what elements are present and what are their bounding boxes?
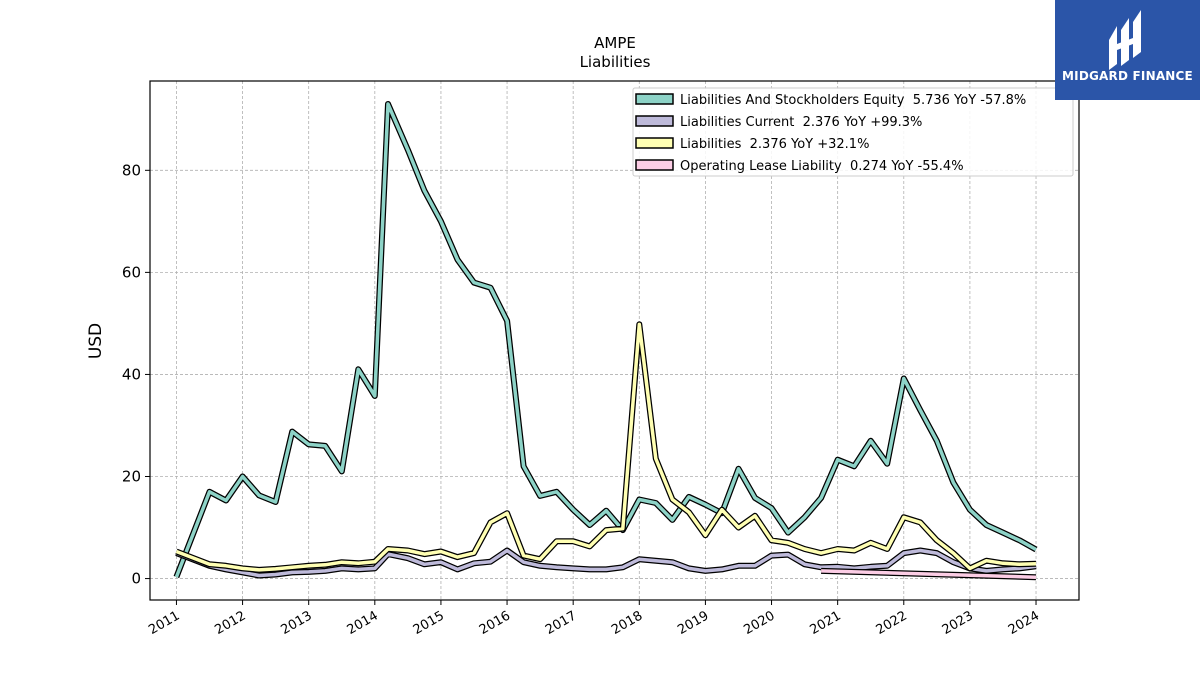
x-tick-label: 2016 (477, 608, 513, 638)
x-tick-label: 2013 (279, 608, 315, 638)
chart-subtitle: Liabilities (580, 53, 651, 71)
x-tick-label: 2015 (411, 608, 447, 638)
legend-swatch (635, 93, 674, 105)
y-tick-label: 0 (131, 570, 141, 588)
series-line-outline-3 (175, 321, 1037, 573)
series-line-4 (821, 569, 1037, 579)
legend-swatch (635, 115, 674, 127)
legend-label: Liabilities 2.376 YoY +32.1% (680, 137, 869, 152)
legend-swatch (635, 137, 674, 149)
logo-text: MIDGARD FINANCE (1062, 69, 1193, 83)
x-tick-label: 2024 (1006, 608, 1042, 638)
x-tick-label: 2011 (146, 608, 182, 638)
x-tick-label: 2012 (212, 608, 248, 638)
y-axis-label: USD (86, 323, 106, 359)
legend: Liabilities And Stockholders Equity 5.73… (632, 87, 1074, 177)
legend-label: Liabilities Current 2.376 YoY +99.3% (680, 115, 922, 130)
x-tick-label: 2017 (543, 608, 579, 638)
y-tick-label: 40 (122, 365, 141, 383)
plot-frame (149, 80, 1080, 601)
legend-label: Operating Lease Liability 0.274 YoY -55.… (680, 159, 964, 174)
brand-logo: MIDGARD FINANCE (1055, 0, 1200, 100)
legend-box (632, 87, 1074, 177)
x-tick-label: 2023 (940, 608, 976, 638)
legend-swatch (635, 159, 674, 171)
chart-title: AMPE (594, 34, 636, 52)
y-tick-label: 20 (122, 468, 141, 486)
x-tick-label: 2019 (675, 608, 711, 638)
x-tick-label: 2021 (807, 608, 843, 638)
legend-label: Liabilities And Stockholders Equity 5.73… (680, 93, 1026, 108)
series-line-3 (175, 322, 1037, 572)
y-tick-label: 60 (122, 263, 141, 281)
x-tick-label: 2014 (345, 608, 381, 638)
series-line-1 (174, 102, 1037, 578)
x-tick-label: 2018 (609, 608, 645, 638)
x-tick-label: 2022 (874, 608, 910, 638)
plot-area (173, 101, 1038, 581)
series-line-2 (175, 548, 1037, 578)
x-tick-label: 2020 (741, 608, 777, 638)
y-tick-label: 80 (122, 161, 141, 179)
logo-emblem-icon (1055, 0, 1200, 100)
